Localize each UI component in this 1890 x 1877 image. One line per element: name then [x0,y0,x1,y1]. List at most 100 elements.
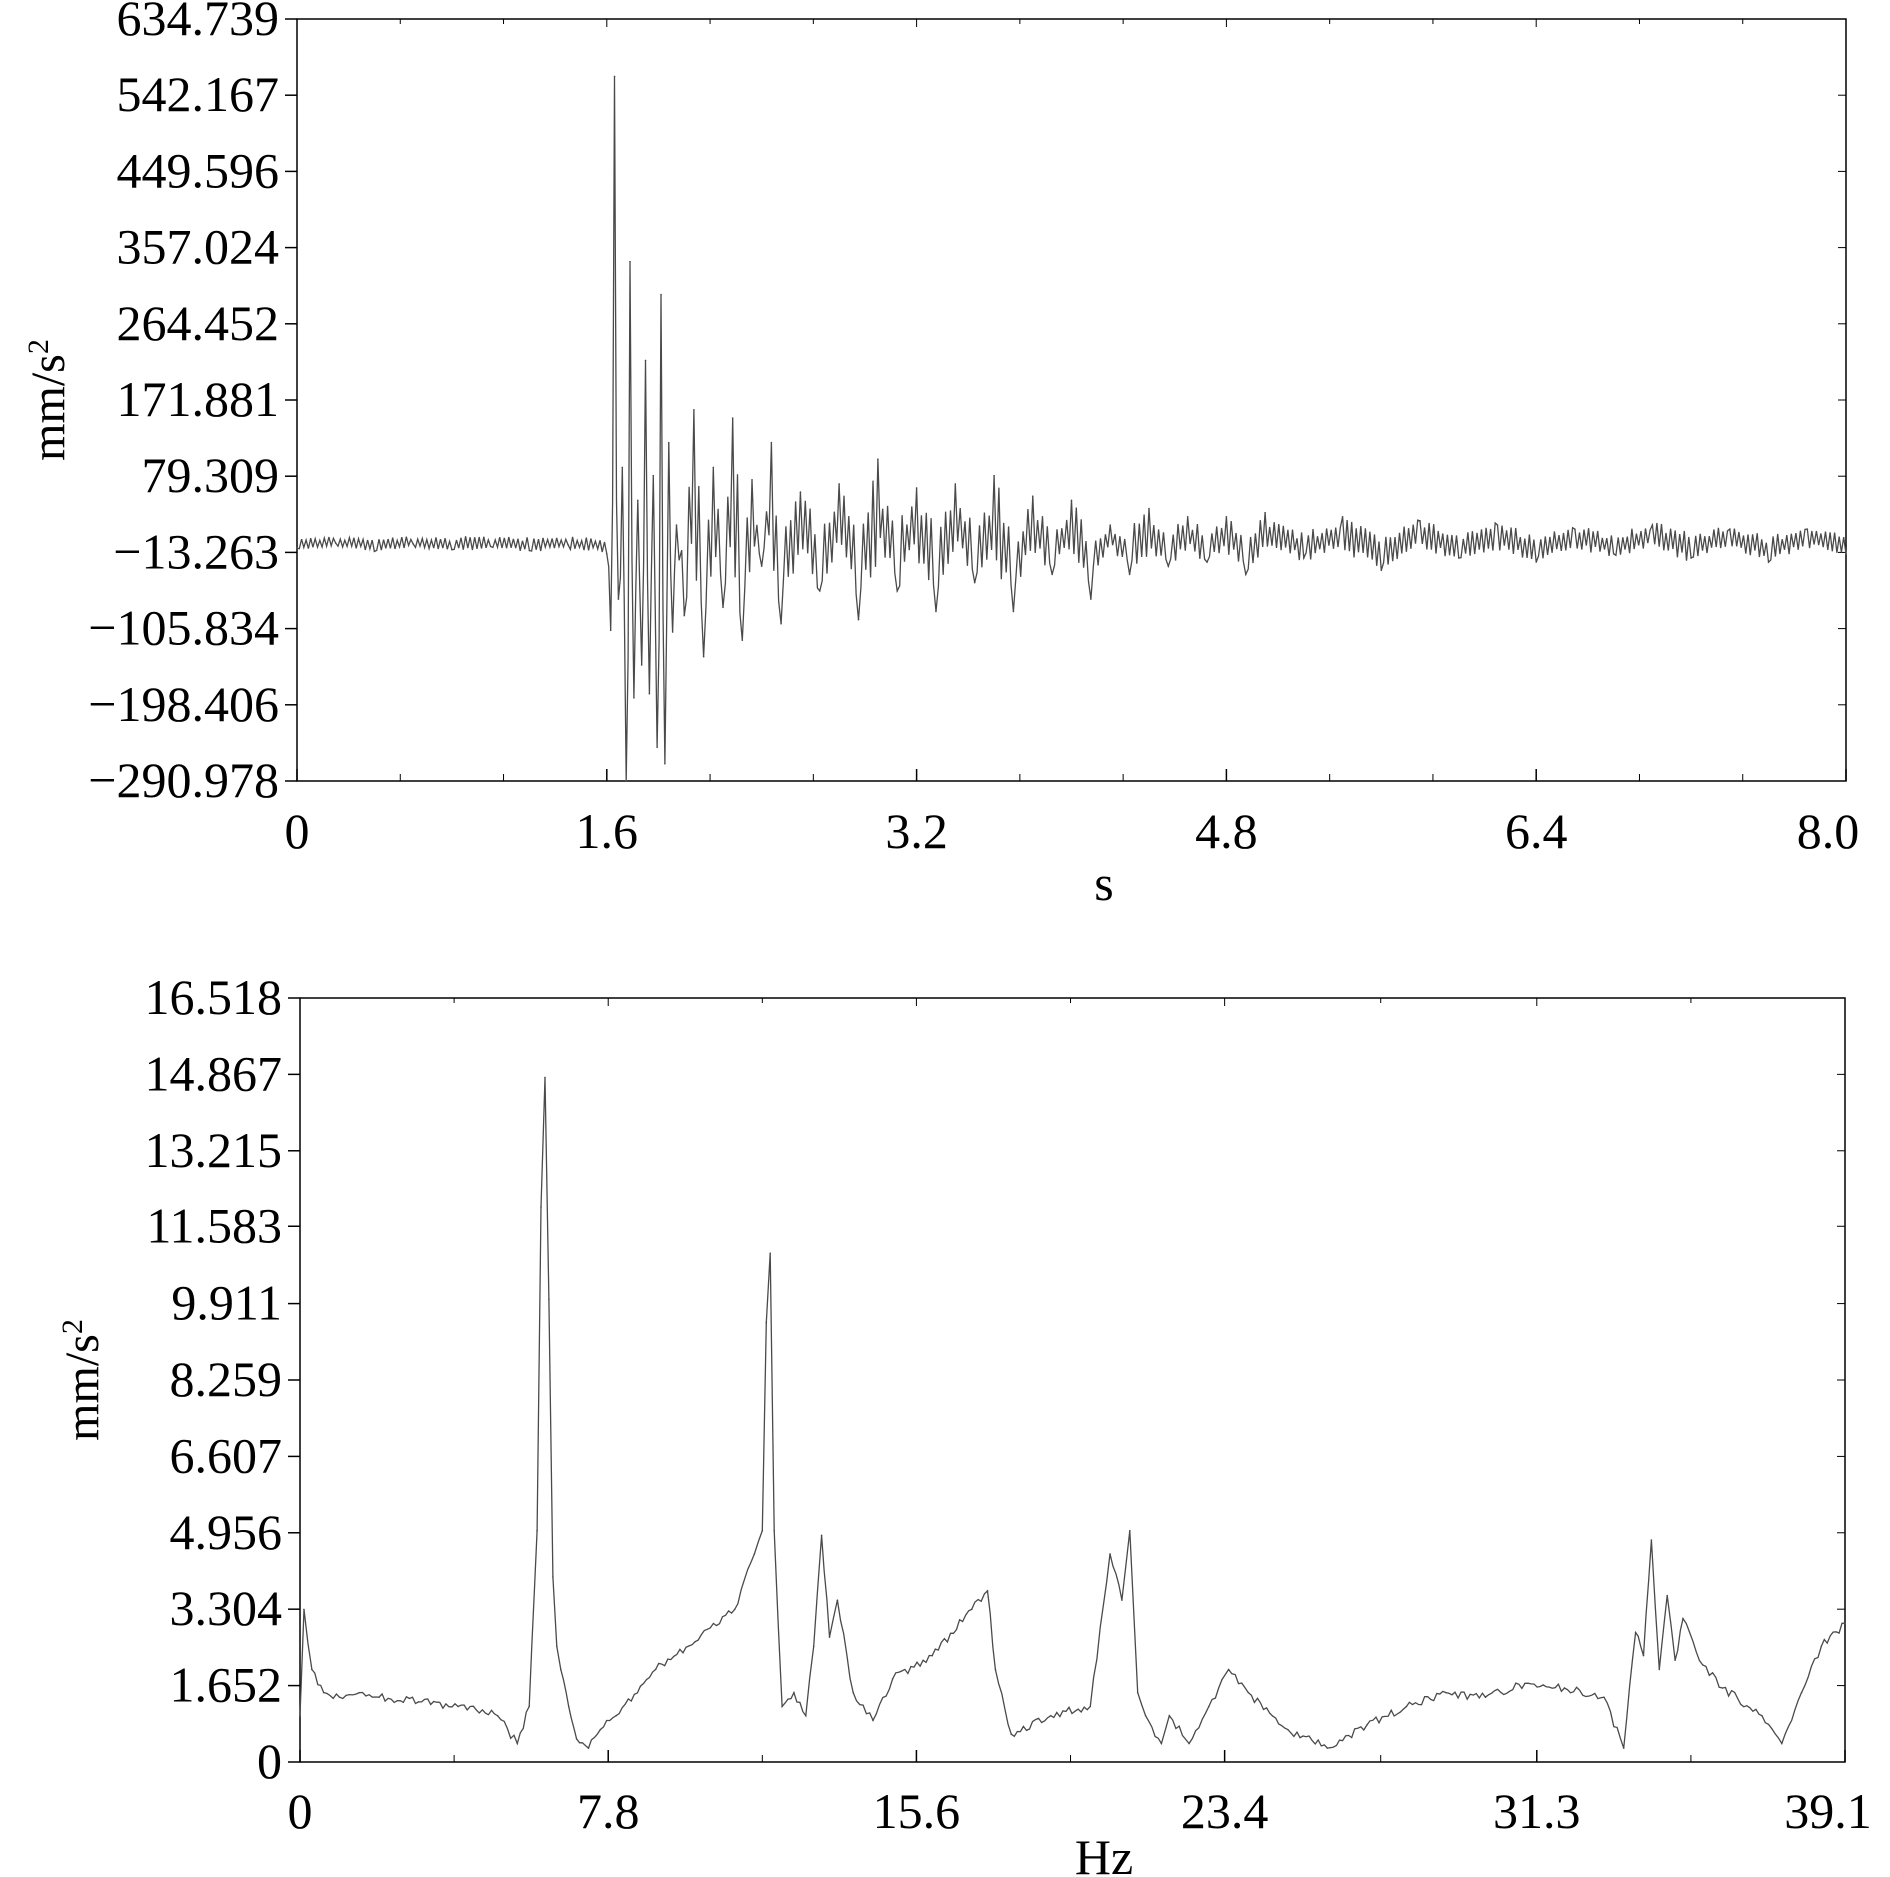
data-point [373,550,376,553]
data-point [617,598,620,600]
y-tick-label: 357.024 [117,219,280,275]
x-tick-label: 7.8 [577,1783,640,1839]
data-point [1603,1696,1605,1699]
data-point [683,614,686,617]
data-point [671,631,674,633]
data-point [1380,569,1383,572]
data-point [613,75,616,78]
y-axis-label: mm/s2 [22,339,75,461]
data-point [1326,1747,1329,1749]
data-point [1761,1714,1763,1717]
data-point [544,1076,546,1079]
data-point [722,606,724,609]
y-tick-label: 6.607 [170,1427,283,1483]
data-point [303,1608,305,1611]
data-point [765,1321,768,1324]
data-point [1780,1742,1783,1745]
data-point [896,590,899,592]
data-point [973,581,976,584]
data-point [1574,528,1576,530]
data-point [773,1529,775,1532]
y-tick-label: 264.452 [117,295,280,351]
data-point [935,610,937,613]
data-point [587,1747,590,1749]
data-point [1341,515,1344,518]
x-tick-labels: 0 1.6 3.2 4.8 6.4 8.0 [285,803,1860,859]
data-point [818,590,821,592]
data-point [731,417,734,419]
data-point [633,697,635,699]
data-point [694,1640,696,1643]
data-point [1419,520,1421,522]
data-point [877,458,879,460]
data-point [741,639,744,642]
y-tick-label: 1.652 [170,1657,283,1713]
data-point [1186,515,1189,518]
x-tick-label: 3.2 [885,803,948,859]
data-point [559,1668,562,1671]
data-point [334,542,337,544]
data-point [299,1714,301,1717]
data-point [621,466,624,469]
x-tick-label: 0 [285,803,310,859]
data-point [761,1529,764,1532]
data-point [606,553,608,555]
data-point [1651,524,1654,526]
y-tick-label: 542.167 [117,66,280,122]
data-point [1690,557,1692,559]
y-axis-label-sup: 2 [22,339,55,354]
data-point [1227,1668,1230,1671]
data-point [1484,1696,1487,1699]
data-point [1650,1539,1653,1541]
data-point [793,1691,795,1694]
data-point [516,1742,519,1745]
data-point [733,1608,736,1611]
data-point [1674,1659,1676,1662]
y-tick-label: 4.956 [170,1504,283,1560]
series-line-0 [296,76,1847,782]
data-point [338,1696,341,1699]
data-point [1089,1705,1092,1708]
data-point [1051,573,1053,576]
data-point [1160,1742,1163,1745]
y-tick-label: 3.304 [170,1580,283,1636]
data-point [412,543,414,545]
data-point [1535,561,1537,563]
data-point [1642,1654,1645,1657]
data-point [1109,524,1112,526]
y-tick-marks [285,18,1846,782]
data-point [780,622,782,625]
data-point [528,549,531,552]
y-tick-label: 8.259 [170,1351,283,1407]
series-group [296,75,1847,782]
data-point [954,483,957,485]
data-point [496,1714,499,1717]
data-point [693,408,695,411]
data-point [770,441,773,444]
data-point [296,547,298,549]
data-point [636,499,639,502]
data-point [1128,573,1131,576]
data-point [836,1599,839,1601]
y-tick-label: 449.596 [117,142,280,198]
data-point [993,474,995,477]
data-point [1405,1705,1408,1708]
data-point [852,1691,854,1694]
data-point [931,1654,934,1657]
y-tick-label: 0 [257,1733,282,1789]
data-point [654,1668,657,1671]
data-point [1090,598,1092,600]
x-tick-label: 6.4 [1505,803,1568,859]
data-point [970,1608,973,1611]
data-point [1244,573,1247,576]
data-point [1128,1529,1131,1532]
data-point [1303,557,1305,559]
data-point [567,543,569,546]
data-point [575,1738,578,1740]
x-axis-label: s [1094,855,1113,911]
data-point [648,692,651,695]
data-point [1136,1691,1139,1694]
data-point [615,1714,617,1717]
data-point [656,746,658,749]
